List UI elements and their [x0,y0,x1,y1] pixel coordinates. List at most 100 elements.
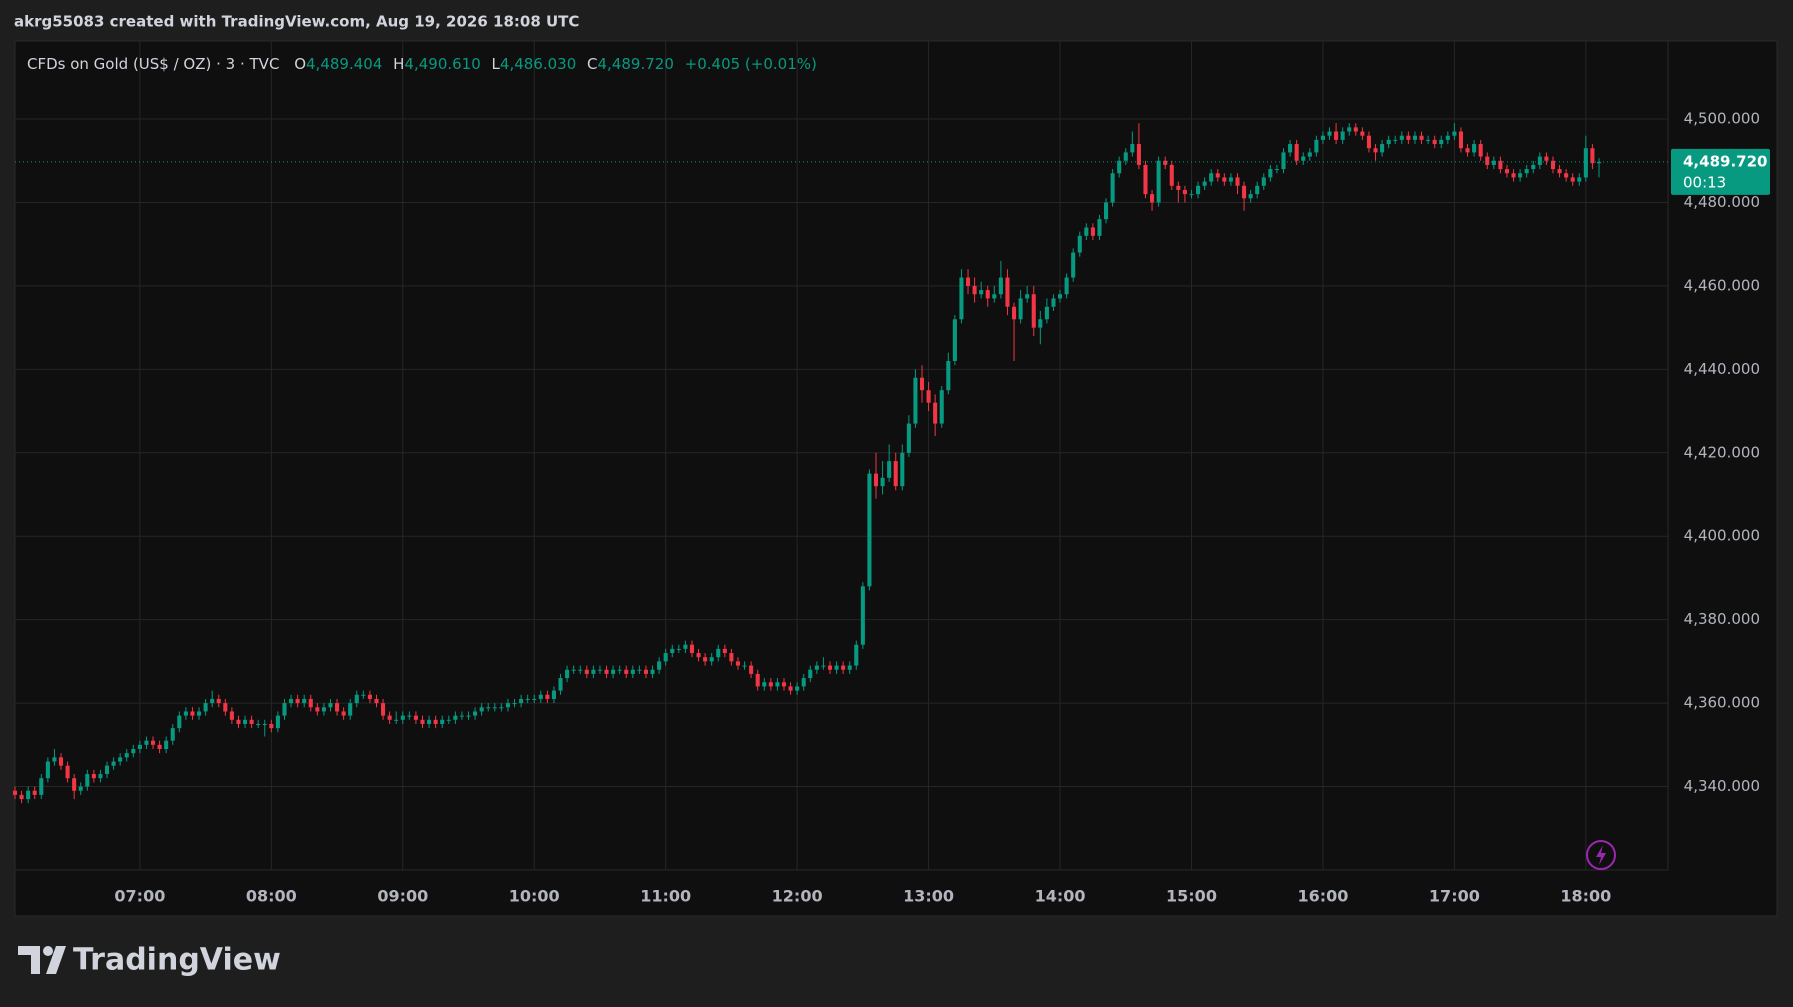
close-label: C [587,55,597,73]
candle-body [1294,144,1299,161]
candle-body [1445,135,1450,140]
candle-body [505,703,510,708]
y-tick-label: 4,340.000 [1684,777,1760,795]
candle-body [1340,131,1345,140]
candle-body [289,698,294,704]
open-value: 4,489.404 [306,55,382,73]
candle-body [12,790,18,795]
candle-body [459,715,464,717]
candle-body [1511,173,1516,178]
candle-body [1235,177,1240,186]
candle-body [262,723,267,725]
candle-body [1320,135,1325,140]
candle-body [611,669,616,674]
candle-body [1090,227,1095,236]
candle-body [19,794,24,800]
candle-body [1557,169,1562,174]
candle-body [1334,131,1339,140]
candle-body [1524,169,1529,174]
candle-body [1268,169,1273,178]
candle-body [913,377,918,424]
candle-body [1537,156,1542,165]
candle-body [1274,169,1279,171]
candle-body [722,648,727,654]
candle-body [1084,227,1089,236]
candle-body [584,669,589,674]
candle-body [315,707,320,712]
candle-body [1038,319,1043,328]
candle-body [190,711,195,716]
candle-body [1406,135,1411,140]
logo-mark [18,946,40,974]
candle-body [1104,202,1109,220]
candle-body [269,723,274,729]
candle-body [26,790,31,800]
candle-body [1196,185,1201,195]
logo-slash [46,946,66,974]
candle-body [1025,294,1030,299]
candle-body [979,290,984,295]
candle-body [1031,294,1036,328]
candle-body [183,711,188,716]
candle-body [453,715,458,720]
x-tick-label: 10:00 [509,887,560,906]
candle-body [821,665,826,667]
candle-body [1077,235,1082,253]
candle-body [78,786,83,791]
candle-body [321,707,326,712]
candle-body [933,402,938,424]
candle-body [1248,194,1253,199]
candle-body [473,711,478,716]
candle-body [236,719,241,724]
alert-icon[interactable] [1586,840,1616,870]
candle-body [249,719,254,724]
candle-body [1360,131,1365,136]
candle-body [302,698,307,704]
candle-body [683,644,688,649]
candle-body [1366,135,1371,149]
candle-body [420,719,425,724]
candle-body [709,657,714,662]
alert-circle [1586,840,1616,870]
change: +0.405 (+0.01%) [685,55,817,73]
x-tick-label: 12:00 [772,887,823,906]
open-label: O [294,55,306,73]
candle-body [72,778,77,791]
x-tick-label: 18:00 [1560,887,1611,906]
y-tick-label: 4,440.000 [1684,360,1760,378]
candle-body [1478,144,1483,157]
low-value: 4,486.030 [500,55,576,73]
candle-body [65,765,70,779]
candle-body [466,715,471,717]
candle-body [39,778,44,795]
y-tick-label: 4,480.000 [1684,193,1760,211]
candle-body [413,715,418,720]
candle-body [1242,185,1247,199]
candle-body [551,690,556,699]
candle-body [578,669,583,671]
candle-body [157,744,162,750]
candle-body [32,790,37,795]
watermark: akrg55083 created with TradingView.com, … [14,13,579,31]
candle-body [545,694,550,699]
candle-body [1426,139,1431,141]
candle-body [873,473,879,487]
candle-body [118,757,123,762]
candle-body [1156,160,1161,203]
candle-body [676,648,681,650]
candle-body [624,669,629,674]
candle-body [1005,277,1010,307]
candle-body [85,774,90,787]
candle-body [170,728,175,741]
brand-logo[interactable]: TradingView [18,943,281,978]
candle-body [335,703,340,712]
candle-body [144,740,149,745]
candle-body [834,665,839,670]
candle-body [131,749,136,754]
candle-body [308,698,313,708]
candle-body [440,719,445,724]
last-price-label: 4,489.720 [1683,152,1767,170]
candle-body [275,715,280,729]
candle-body [1150,194,1155,203]
candle-body [1169,164,1174,186]
